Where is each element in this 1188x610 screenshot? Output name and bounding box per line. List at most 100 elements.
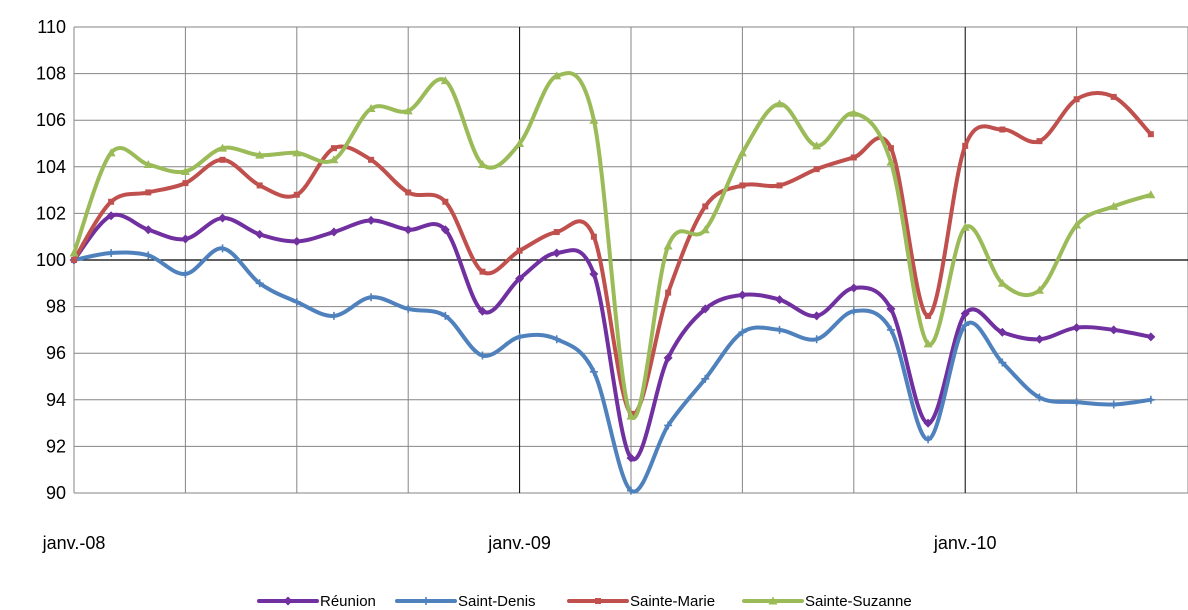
data-point-sainte-marie	[293, 191, 300, 198]
data-point-reunion	[997, 327, 1007, 337]
data-point-reunion	[626, 453, 636, 463]
data-point-sainte-suzanne	[775, 99, 785, 108]
data-point-reunion	[923, 418, 933, 428]
x-axis-tick-labels: janv.-08 janv.-09 janv.-10	[42, 533, 997, 553]
legend-label-sainte-marie: Sainte-Marie	[630, 593, 715, 610]
y-tick-label: 92	[46, 436, 66, 456]
data-point-saint-denis	[701, 374, 710, 383]
data-point-sainte-suzanne	[143, 159, 153, 168]
data-point-saint-denis	[107, 249, 116, 258]
x-tick-label: janv.-10	[933, 533, 997, 553]
data-point-sainte-marie	[182, 180, 189, 187]
data-point-reunion	[255, 229, 265, 239]
data-point-saint-denis	[404, 304, 413, 313]
data-point-reunion	[292, 236, 302, 246]
data-point-reunion	[1034, 334, 1044, 344]
data-point-reunion	[1072, 323, 1082, 333]
data-point-sainte-suzanne	[218, 143, 228, 152]
data-point-sainte-marie	[219, 156, 226, 163]
legend-item-reunion: Réunion	[257, 593, 376, 610]
data-point-reunion	[477, 306, 487, 316]
data-point-sainte-suzanne	[626, 411, 636, 420]
data-point-reunion	[403, 225, 413, 235]
data-point-sainte-marie	[71, 257, 77, 263]
data-point-sainte-suzanne	[403, 106, 413, 115]
series-group	[69, 71, 1156, 495]
data-point-saint-denis	[738, 328, 747, 337]
y-tick-label: 104	[36, 157, 66, 177]
data-point-sainte-marie	[702, 203, 709, 210]
data-point-sainte-suzanne	[997, 278, 1007, 287]
data-point-sainte-suzanne	[589, 115, 599, 124]
data-point-sainte-marie	[405, 189, 412, 196]
data-point-saint-denis	[1109, 400, 1118, 409]
data-point-sainte-marie	[368, 156, 375, 163]
data-point-sainte-suzanne	[255, 150, 265, 159]
data-point-sainte-marie	[145, 189, 152, 196]
data-point-reunion	[886, 304, 896, 314]
y-tick-label: 102	[36, 203, 66, 223]
legend-marker-saint-denis	[422, 597, 430, 605]
data-point-sainte-suzanne	[180, 166, 190, 175]
data-point-sainte-marie	[516, 247, 523, 254]
data-point-reunion	[1146, 332, 1156, 342]
data-point-sainte-marie	[1147, 131, 1154, 138]
data-point-sainte-suzanne	[1072, 220, 1082, 229]
data-point-sainte-suzanne	[960, 222, 970, 231]
data-point-reunion	[552, 248, 562, 258]
data-point-reunion	[218, 213, 228, 223]
legend-marker-sainte-marie	[595, 598, 601, 604]
y-tick-label: 100	[36, 250, 66, 270]
data-point-sainte-suzanne	[849, 108, 859, 117]
data-point-reunion	[106, 211, 116, 221]
data-point-reunion	[1109, 325, 1119, 335]
legend-item-sainte-marie: Sainte-Marie	[567, 593, 715, 610]
data-point-sainte-suzanne	[69, 248, 79, 257]
y-tick-label: 110	[37, 17, 66, 37]
legend-marker-reunion	[283, 596, 293, 606]
data-point-reunion	[663, 353, 673, 363]
y-axis-tick-labels: 90 92 94 96 98 100 102 104 106 108 110	[36, 17, 66, 503]
data-point-sainte-suzanne	[923, 339, 933, 348]
data-point-sainte-suzanne	[886, 157, 896, 166]
data-point-sainte-suzanne	[477, 159, 487, 168]
data-point-sainte-suzanne	[1034, 285, 1044, 294]
data-point-reunion	[143, 225, 153, 235]
data-point-saint-denis	[589, 367, 598, 376]
data-point-reunion	[737, 290, 747, 300]
data-point-sainte-marie	[1110, 93, 1117, 100]
legend: Réunion Saint-Denis Sainte-Marie Sainte-Suz…	[257, 593, 912, 610]
legend-marker-sainte-suzanne	[768, 596, 778, 605]
data-point-sainte-marie	[1073, 96, 1080, 103]
series-sainte-suzanne	[69, 71, 1156, 420]
data-point-saint-denis	[849, 307, 858, 316]
data-point-sainte-marie	[887, 145, 894, 152]
data-point-sainte-suzanne	[1146, 190, 1156, 199]
data-point-saint-denis	[627, 486, 635, 495]
data-point-sainte-suzanne	[663, 241, 673, 250]
legend-item-sainte-suzanne: Sainte-Suzanne	[742, 593, 912, 610]
data-point-saint-denis	[775, 325, 784, 334]
data-point-sainte-marie	[962, 142, 969, 149]
data-point-sainte-marie	[850, 154, 857, 161]
y-tick-label: 96	[46, 343, 66, 363]
data-point-saint-denis	[292, 297, 301, 306]
data-point-saint-denis	[478, 351, 487, 360]
data-point-sainte-suzanne	[329, 155, 339, 164]
data-point-saint-denis	[1146, 395, 1155, 404]
data-point-saint-denis	[144, 251, 153, 260]
y-tick-label: 90	[46, 483, 66, 503]
legend-label-reunion: Réunion	[320, 593, 376, 610]
data-point-saint-denis	[181, 269, 190, 278]
data-point-sainte-marie	[479, 268, 486, 275]
data-point-sainte-marie	[776, 182, 783, 189]
x-tick-label: janv.-09	[487, 533, 551, 553]
data-point-reunion	[589, 269, 599, 279]
data-point-sainte-suzanne	[366, 104, 376, 113]
data-point-sainte-marie	[999, 126, 1006, 133]
data-point-reunion	[700, 304, 710, 314]
data-point-sainte-marie	[330, 145, 337, 152]
data-point-saint-denis	[1035, 393, 1044, 402]
data-point-sainte-suzanne	[440, 76, 450, 85]
